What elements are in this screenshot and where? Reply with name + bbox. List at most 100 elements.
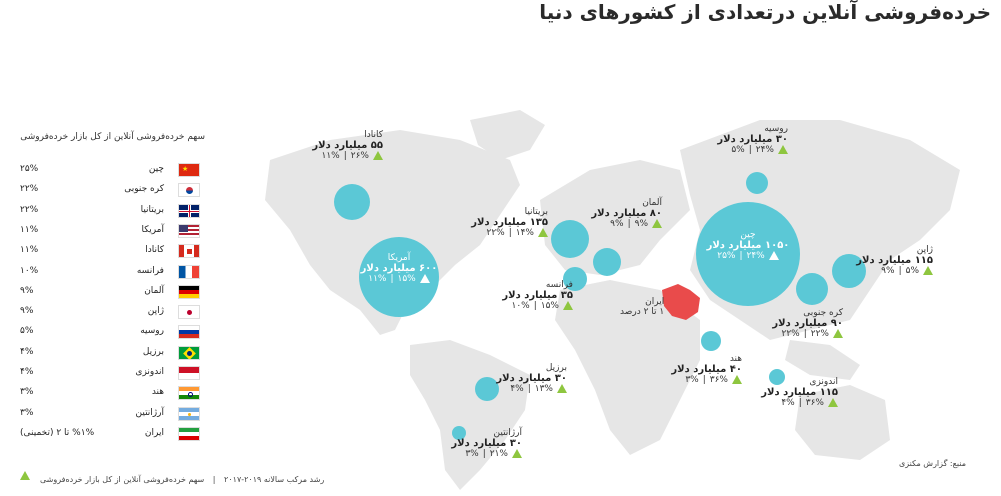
bubble-label: روسیه ۳۰ میلیارد دلار ۲۴%|۵% [717, 124, 788, 155]
bubble-stats: ۱۵%|۱۰% [502, 301, 573, 311]
flag-ir-icon [178, 427, 200, 441]
legend-pct: ۲۲% [20, 205, 38, 215]
bubble-value: ۴۰ میلیارد دلار [671, 364, 742, 375]
bubble-stats: ۱۴%|۲۲% [471, 228, 548, 238]
legend-country: برزیل [143, 347, 164, 357]
bubble-growth: ۱۵% [398, 274, 416, 284]
bubble-value: ۳۰ میلیارد دلار [717, 134, 788, 145]
bubble-share: ۲۲% [781, 329, 799, 339]
bubble-stats: ۳۶%|۴% [761, 398, 838, 408]
growth-legend-triangle [20, 465, 30, 484]
legend-row: (تخمینی) ۱% تا ۲% ایران [20, 426, 200, 442]
growth-note: رشد مرکب سالانه ۲۰۱۹-۲۰۱۷ [224, 475, 324, 484]
legend-row: ۹% ژاپن [20, 304, 200, 320]
flag-ca-icon [178, 244, 200, 258]
growth-triangle-icon [512, 449, 522, 458]
legend-country: آرژانتین [136, 408, 164, 418]
growth-triangle-icon [923, 266, 933, 275]
bubble-growth: ۵% [906, 266, 919, 276]
bubble-value: ۸۰ میلیارد دلار [591, 208, 662, 219]
bubble-value: ۱۱۵ میلیارد دلار [856, 255, 933, 266]
flag-kr-icon [178, 183, 200, 197]
footer-note: رشد مرکب سالانه ۲۰۱۹-۲۰۱۷ | سهم خرده‌فرو… [40, 475, 324, 484]
growth-triangle-icon [732, 375, 742, 384]
bubble-mark [593, 248, 621, 276]
legend-country: روسیه [140, 326, 164, 336]
growth-triangle-icon [420, 274, 430, 283]
legend-country: کره جنوبی [124, 184, 164, 194]
bubble-stats: ۱۳%|۴% [496, 384, 567, 394]
legend-row: ۲۲% بریتانیا [20, 203, 200, 219]
legend-row: ۴% برزیل [20, 345, 200, 361]
bubble-label: ژاپن ۱۱۵ میلیارد دلار ۵%|۹% [856, 245, 933, 276]
legend-country: کانادا [145, 245, 164, 255]
bubble-value: ۳۰ میلیارد دلار [496, 373, 567, 384]
flag-in-icon [178, 386, 200, 400]
legend-pct: ۲۵% [20, 164, 38, 174]
legend-pct: ۵% [20, 326, 33, 336]
bubble-mark [796, 273, 828, 305]
bubble-label: فرانسه ۳۵ میلیارد دلار ۱۵%|۱۰% [502, 280, 573, 311]
bubble-share: ۳% [685, 375, 698, 385]
flag-br-icon [178, 346, 200, 360]
bubble-growth: ۲۶% [351, 151, 369, 161]
legend-country: فرانسه [137, 266, 164, 276]
bubble-share: ۴% [510, 384, 523, 394]
bubble-stats: ۹%|۹% [591, 219, 662, 229]
bubble-stats: ۲۴%|۵% [717, 145, 788, 155]
growth-triangle-icon [538, 228, 548, 237]
legend-pct: ۹% [20, 306, 33, 316]
growth-triangle-icon [828, 398, 838, 407]
legend-row: ۱۰% فرانسه [20, 264, 200, 280]
legend-country: ایران [145, 428, 164, 438]
bubble-label: بریتانیا ۱۳۵ میلیارد دلار ۱۴%|۲۲% [471, 207, 548, 238]
bubble-label: آمریکا ۶۰۰ میلیارد دلار ۱۵%|۱۱% [349, 253, 449, 284]
bubble-country-name: هند [671, 354, 742, 364]
legend-row: ۹% آلمان [20, 284, 200, 300]
bubble-value: ۶۰۰ میلیارد دلار [349, 263, 449, 274]
bubble-country-name: چین [698, 230, 798, 240]
legend-pct: ۳% [20, 408, 33, 418]
legend-pct: (تخمینی) ۱% تا ۲% [20, 428, 94, 438]
bubble-country-name: برزیل [496, 363, 567, 373]
bubble-share: ۴% [781, 398, 794, 408]
bubble-share: ۱۱% [368, 274, 386, 284]
legend-pct: ۱۱% [20, 225, 38, 235]
bubble-label: آلمان ۸۰ میلیارد دلار ۹%|۹% [591, 198, 662, 229]
bubble-value: ۱۱۵ میلیارد دلار [761, 387, 838, 398]
legend-country: آمریکا [141, 225, 164, 235]
southeast-asia-shape [785, 340, 860, 380]
bubble-label: چین ۱۰۵۰ میلیارد دلار ۲۴%|۲۵% [698, 230, 798, 261]
bubble-label: برزیل ۳۰ میلیارد دلار ۱۳%|۴% [496, 363, 567, 394]
bubble-share: ۹% [881, 266, 894, 276]
bubble-stats: ۲۶%|۱۱% [312, 151, 383, 161]
legend-country: چین [149, 164, 164, 174]
bubble-share: ۱۱% [321, 151, 339, 161]
bubble-stats: ۲۴%|۲۵% [698, 251, 798, 261]
bubble-country-name: آرژانتین [451, 428, 522, 438]
bubble-country-name: آمریکا [349, 253, 449, 263]
bubble-growth: ۲۴% [747, 251, 765, 261]
bubble-growth: ۲۱% [490, 449, 508, 459]
bubble-share: ۱۰% [511, 301, 529, 311]
bubble-growth: ۱۵% [541, 301, 559, 311]
flag-cn-icon: ★ [178, 163, 200, 177]
bubble-country-name: اندونزی [761, 377, 838, 387]
bubble-stats: ۵%|۹% [856, 266, 933, 276]
legend-header: سهم خرده‌فروشی آنلاین از کل بازار خرده‌ف… [20, 132, 205, 142]
legend-row: ۳% هند [20, 385, 200, 401]
legend-row: ۳% آرژانتین [20, 406, 200, 422]
bubble-label: کره جنوبی ۹۰ میلیارد دلار ۲۲%|۲۲% [772, 308, 843, 339]
bubble-stats: ۲۱%|۳% [451, 449, 522, 459]
bubble-value: ۹۰ میلیارد دلار [772, 318, 843, 329]
bubble-value: ۳۵ میلیارد دلار [502, 290, 573, 301]
flag-us-icon [178, 224, 200, 238]
bubble-stats: ۳۶%|۳% [671, 375, 742, 385]
bubble-share: ۲۲% [486, 228, 504, 238]
growth-triangle-icon [833, 329, 843, 338]
bubble-growth: ۳۶% [806, 398, 824, 408]
iran-name: ایران [620, 297, 664, 307]
flag-fr-icon [178, 265, 200, 279]
legend-row: ۱۱% آمریکا [20, 223, 200, 239]
bubble-growth: ۹% [635, 219, 648, 229]
